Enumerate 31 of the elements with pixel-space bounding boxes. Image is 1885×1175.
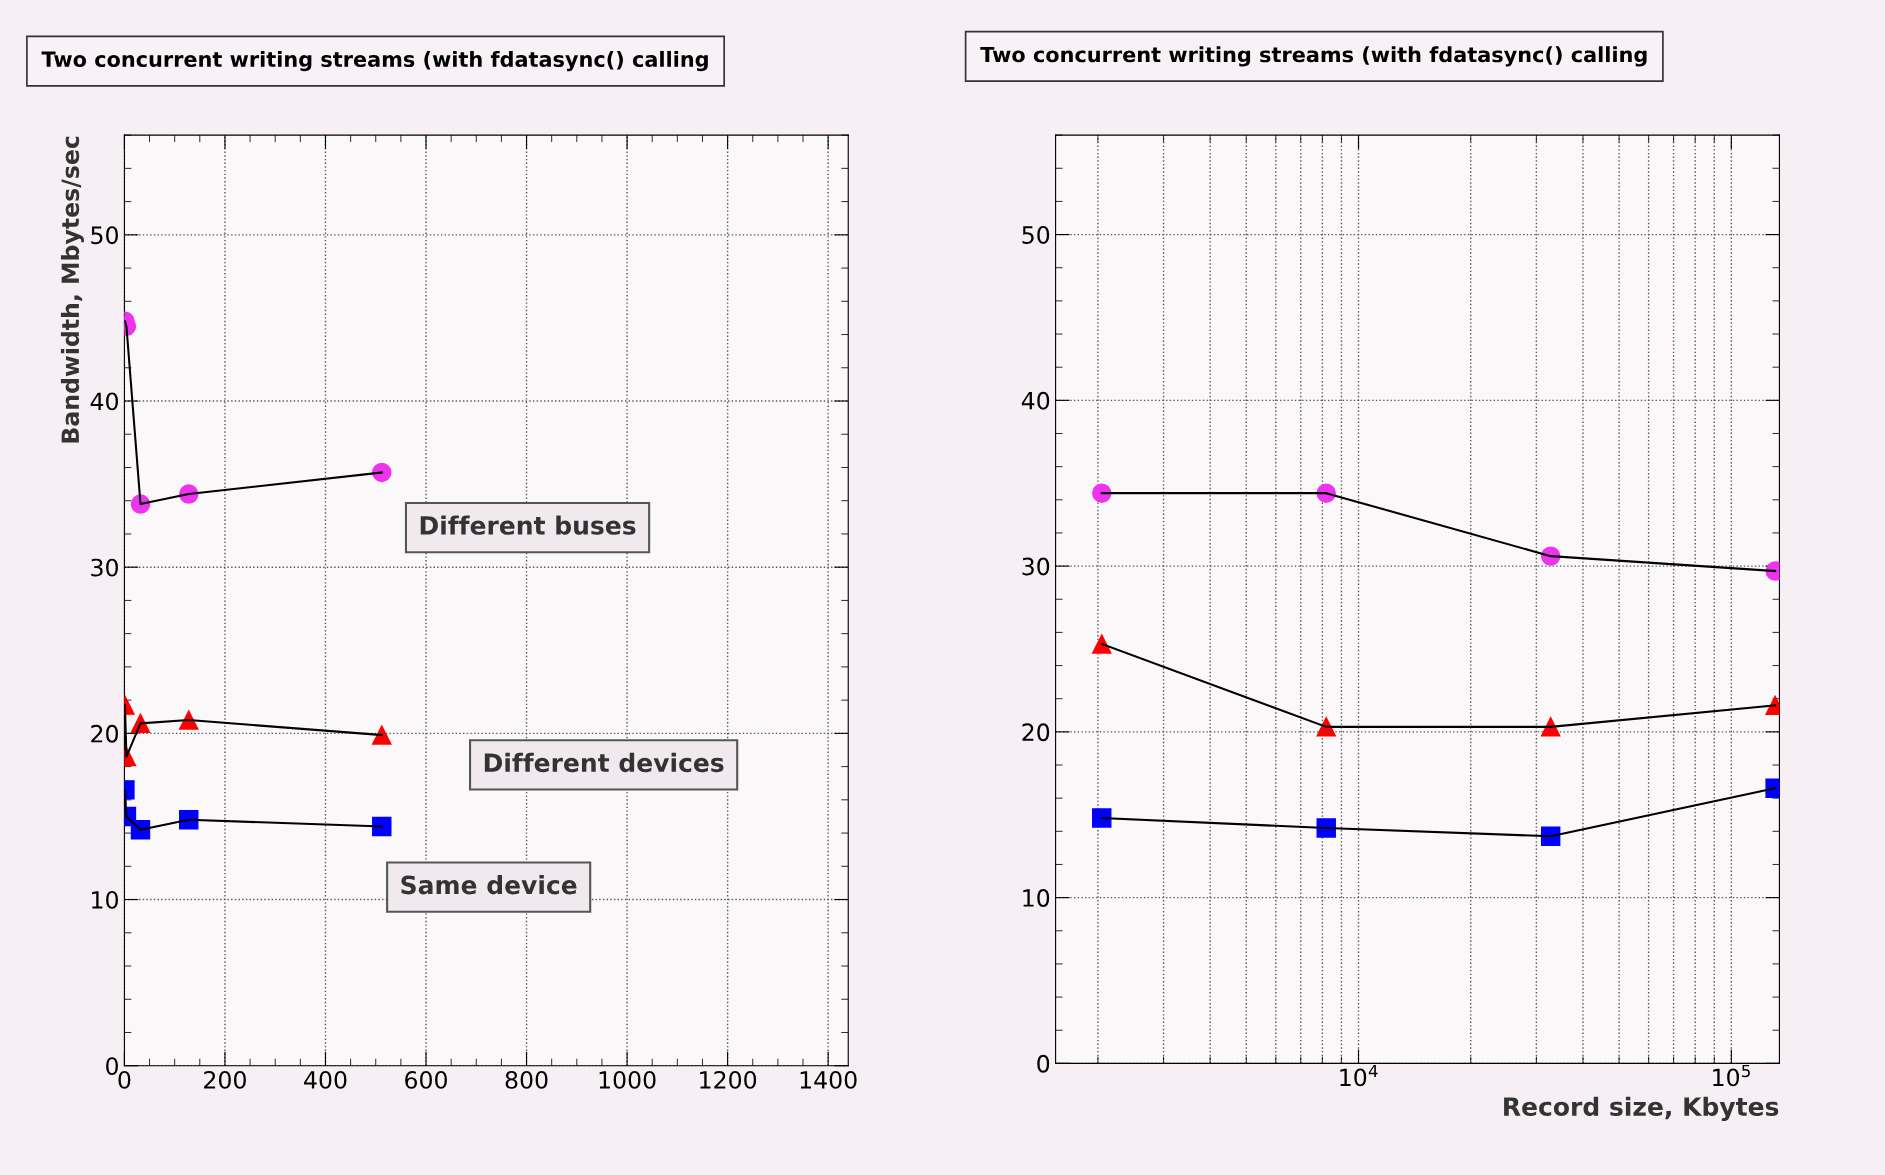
- y-tick-label: 20: [1022, 723, 1050, 742]
- annotation: Different devices: [484, 752, 724, 773]
- point: [1092, 808, 1112, 828]
- chart-title: Two concurrent writing streams (with fdatasync() calling: [980, 46, 1647, 67]
- x-axis-title: Record size, Kbytes: [1504, 1096, 1779, 1122]
- y-tick-label: 50: [1022, 226, 1050, 244]
- point: [372, 462, 392, 483]
- x-tick-label: 800: [505, 1071, 548, 1089]
- point: [372, 816, 392, 837]
- y-tick-label: 40: [90, 392, 118, 411]
- y-tick-label: 40: [1021, 391, 1050, 410]
- x-tick-label: 1200: [700, 1071, 757, 1089]
- x-tick-label: 10$^{4}$: [1340, 1064, 1378, 1087]
- y-tick-label: 50: [91, 226, 118, 245]
- x-tick-label: 10$^{5}$: [1713, 1064, 1750, 1087]
- y-tick-label: 30: [91, 558, 118, 577]
- annotation: Same device: [401, 875, 577, 895]
- chart-title: Two concurrent writing streams (with fdatasync() calling: [41, 50, 708, 72]
- x-tick-label: 400: [304, 1071, 347, 1089]
- x-tick-label: 0: [118, 1071, 131, 1089]
- y-tick-label: 10: [92, 890, 118, 909]
- x-tick-label: 1000: [599, 1071, 656, 1089]
- y-tick-label: 30: [1022, 557, 1050, 576]
- x-tick-label: 200: [204, 1071, 246, 1089]
- y-tick-label: 20: [91, 724, 118, 743]
- x-tick-label: 1400: [800, 1071, 857, 1089]
- x-tick-label: 600: [405, 1071, 447, 1089]
- point: [1092, 483, 1112, 503]
- y-axis-title: Bandwidth, Mbytes/sec: [60, 136, 84, 443]
- y-tick-label: 10: [1023, 889, 1050, 907]
- annotation: Different buses: [420, 515, 636, 535]
